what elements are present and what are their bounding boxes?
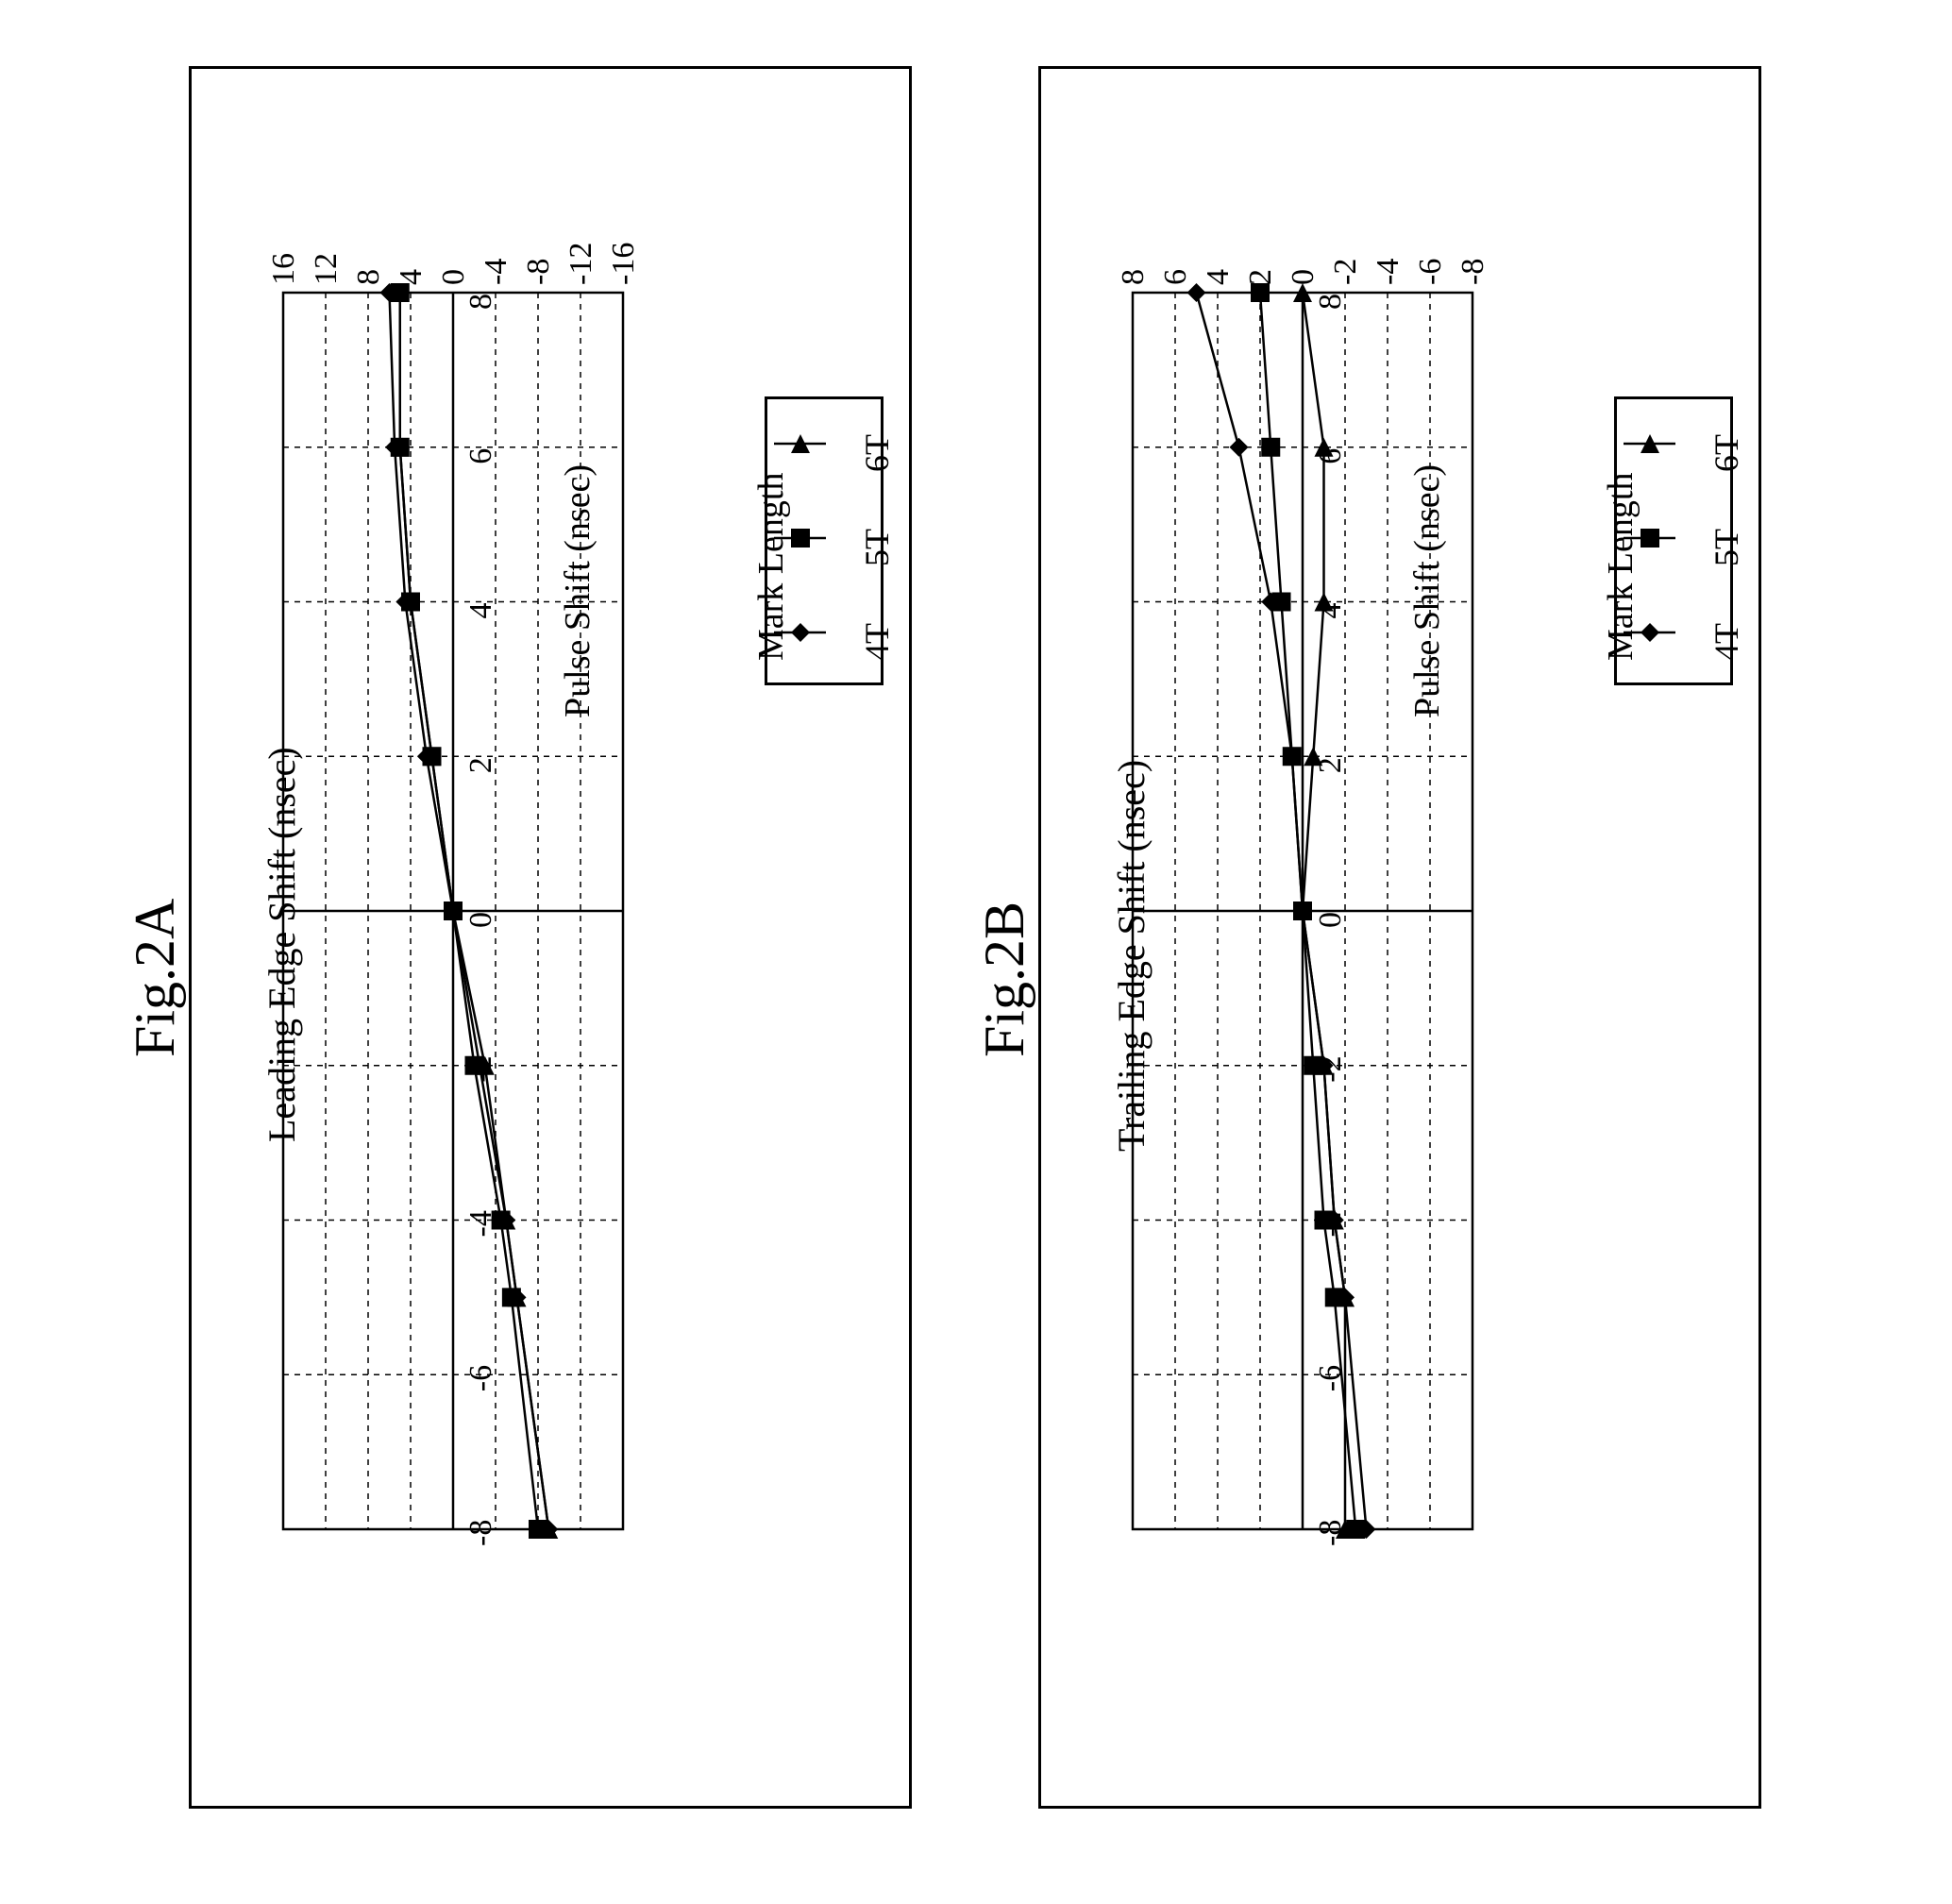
chart-a-plot: -16-12-8-40481216-8-6-4-202468 — [283, 293, 623, 1529]
svg-text:4: 4 — [1201, 269, 1236, 285]
svg-text:4: 4 — [1313, 603, 1348, 619]
svg-text:12: 12 — [309, 253, 344, 285]
svg-text:-4: -4 — [479, 259, 513, 285]
svg-text:-8: -8 — [463, 1520, 498, 1546]
svg-text:-4: -4 — [1313, 1210, 1348, 1237]
svg-text:0: 0 — [1313, 912, 1348, 928]
svg-text:-4: -4 — [463, 1210, 498, 1237]
svg-text:2: 2 — [1313, 757, 1348, 773]
svg-text:-12: -12 — [564, 243, 598, 285]
svg-text:4: 4 — [394, 269, 429, 285]
svg-text:4: 4 — [463, 603, 498, 619]
svg-text:-2: -2 — [463, 1055, 498, 1082]
svg-text:6: 6 — [463, 448, 498, 464]
svg-text:0: 0 — [436, 269, 471, 285]
svg-text:2: 2 — [463, 757, 498, 773]
legend-b-item-2: 6T — [1707, 434, 1746, 472]
figure-a-label: Fig.2A — [123, 899, 188, 1057]
svg-text:16: 16 — [266, 253, 301, 285]
svg-text:0: 0 — [1286, 269, 1321, 285]
svg-text:-8: -8 — [1313, 1520, 1348, 1546]
svg-text:-16: -16 — [606, 243, 641, 285]
legend-b-item-1: 5T — [1707, 529, 1746, 566]
legend-a-item-2: 6T — [857, 434, 897, 472]
svg-text:-8: -8 — [1456, 259, 1490, 285]
svg-text:0: 0 — [463, 912, 498, 928]
svg-text:-6: -6 — [1313, 1365, 1348, 1391]
svg-text:6: 6 — [1313, 448, 1348, 464]
legend-a-item-0: 4T — [857, 623, 897, 661]
svg-text:-6: -6 — [463, 1365, 498, 1391]
chart-b-plot: -8-6-4-202468-8-6-4-202468 — [1133, 293, 1472, 1529]
svg-text:8: 8 — [1313, 294, 1348, 310]
svg-text:-6: -6 — [1413, 259, 1448, 285]
legend-b-item-0: 4T — [1707, 623, 1746, 661]
svg-text:-2: -2 — [1313, 1055, 1348, 1082]
figure-b-label: Fig.2B — [972, 901, 1037, 1057]
svg-text:-4: -4 — [1371, 259, 1405, 285]
svg-text:2: 2 — [1243, 269, 1278, 285]
svg-text:-2: -2 — [1328, 259, 1363, 285]
svg-text:6: 6 — [1158, 269, 1193, 285]
svg-text:8: 8 — [1116, 269, 1151, 285]
svg-text:8: 8 — [463, 294, 498, 310]
legend-a-item-1: 5T — [857, 529, 897, 566]
svg-text:-8: -8 — [521, 259, 556, 285]
svg-text:8: 8 — [351, 269, 386, 285]
